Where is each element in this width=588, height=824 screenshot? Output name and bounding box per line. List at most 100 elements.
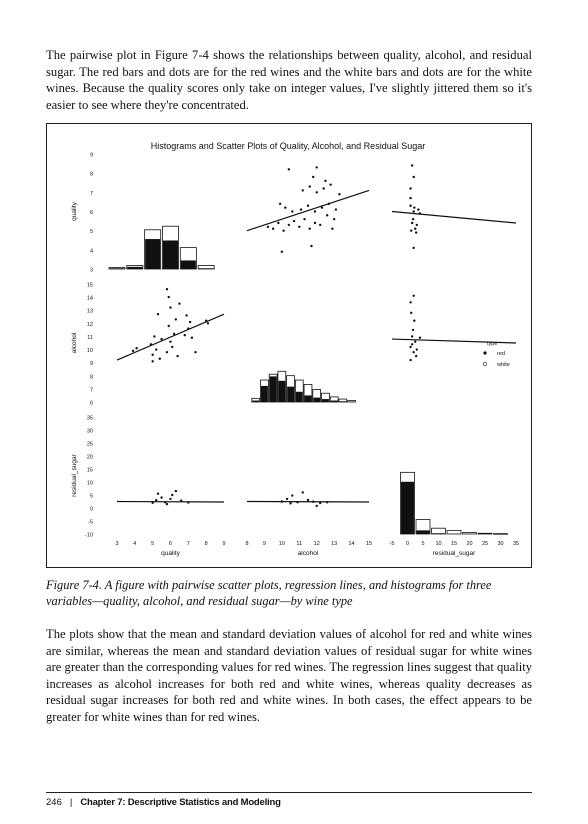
y-tick-label-residual_sugar: 0 xyxy=(90,507,93,513)
scatter-point-quality_vs_residual_sugar xyxy=(169,497,172,501)
scatter-point-alcohol_vs_quality xyxy=(308,185,311,188)
scatter-point-alcohol_vs_quality xyxy=(287,223,291,227)
histogram-bar-red-quality xyxy=(180,260,196,269)
scatter-point-alcohol_vs_residual_sugar xyxy=(285,497,289,501)
footer-rule xyxy=(46,792,532,793)
scatter-point-residual_sugar_vs_alcohol xyxy=(409,345,412,349)
histogram-bar-red-alcohol xyxy=(295,391,303,402)
scatter-point-residual_sugar_vs_alcohol xyxy=(410,343,414,346)
y-tick-label-alcohol: 10 xyxy=(87,348,93,354)
footer-separator: | xyxy=(69,797,73,808)
regression-line-alcohol_vs_residual_sugar xyxy=(246,500,370,503)
scatter-point-residual_sugar_vs_alcohol xyxy=(409,358,412,362)
scatter-point-alcohol_vs_quality xyxy=(266,225,270,229)
x-tick-label-residual_sugar: 20 xyxy=(466,541,472,547)
y-tick-label-residual_sugar: 25 xyxy=(87,442,93,448)
histogram-bar-red-quality xyxy=(109,268,125,269)
histogram-bar-red-alcohol xyxy=(278,380,286,402)
x-axis-label-residual_sugar: residual_sugar xyxy=(433,550,476,557)
histogram-bar-red-alcohol xyxy=(330,400,338,402)
histogram-bar-red-alcohol xyxy=(287,386,294,402)
x-tick-label-residual_sugar: 25 xyxy=(482,541,488,547)
histogram-bar-red-alcohol xyxy=(313,397,321,402)
scatter-point-residual_sugar_vs_quality xyxy=(411,217,415,221)
legend-title: type xyxy=(487,341,497,347)
scatter-point-residual_sugar_vs_quality xyxy=(417,208,420,211)
y-tick-label-quality: 3 xyxy=(90,268,93,274)
scatter-point-residual_sugar_vs_alcohol xyxy=(418,336,422,339)
scatter-point-residual_sugar_vs_quality xyxy=(412,210,415,213)
x-tick-label-quality: 7 xyxy=(187,541,190,547)
histogram-bar-white-residual_sugar xyxy=(493,533,508,535)
scatter-point-residual_sugar_vs_quality xyxy=(409,187,412,190)
scatter-point-alcohol_vs_quality xyxy=(324,179,327,183)
scatter-point-alcohol_vs_quality xyxy=(299,208,303,211)
y-tick-label-alcohol: 6 xyxy=(90,401,93,407)
scatter-point-quality_vs_alcohol xyxy=(206,322,210,325)
histogram-bar-white-residual_sugar xyxy=(477,532,493,535)
y-tick-label-residual_sugar: 30 xyxy=(87,429,93,435)
y-tick-label-alcohol: 9 xyxy=(90,361,93,367)
y-tick-label-residual_sugar: 35 xyxy=(87,416,93,422)
regression-line-alcohol_vs_quality xyxy=(246,189,370,232)
regression-line-residual_sugar_vs_alcohol xyxy=(391,338,517,344)
scatter-point-quality_vs_alcohol xyxy=(165,350,169,354)
x-tick-label-residual_sugar: 5 xyxy=(421,541,424,547)
scatter-point-quality_vs_alcohol xyxy=(194,350,197,354)
x-tick-label-alcohol: 14 xyxy=(349,541,355,547)
scatter-point-alcohol_vs_quality xyxy=(313,210,317,213)
scatter-point-alcohol_vs_residual_sugar xyxy=(301,491,304,494)
y-tick-label-quality: 7 xyxy=(90,191,93,197)
scatter-point-quality_vs_alcohol xyxy=(190,336,194,339)
scatter-point-quality_vs_alcohol xyxy=(183,333,186,337)
histogram-bar-red-quality xyxy=(162,240,179,269)
y-tick-label-alcohol: 7 xyxy=(90,387,93,393)
histogram-bar-red-alcohol xyxy=(269,376,277,402)
scatter-point-residual_sugar_vs_alcohol xyxy=(412,350,415,354)
x-axis-label-quality: quality xyxy=(161,550,181,557)
x-tick-label-alcohol: 13 xyxy=(331,541,337,547)
scatter-point-alcohol_vs_quality xyxy=(338,193,341,196)
page-footer: 246 | Chapter 7: Descriptive Statistics an… xyxy=(46,797,281,808)
histogram-bar-red-alcohol xyxy=(304,395,312,402)
x-tick-label-residual_sugar: 15 xyxy=(451,541,457,547)
scatter-point-quality_vs_alcohol xyxy=(185,314,188,317)
scatter-point-alcohol_vs_residual_sugar xyxy=(306,498,310,502)
scatter-point-residual_sugar_vs_alcohol xyxy=(413,319,416,322)
y-tick-label-residual_sugar: 10 xyxy=(87,481,93,487)
scatter-point-alcohol_vs_quality xyxy=(331,227,334,230)
x-tick-label-residual_sugar: 35 xyxy=(513,541,519,547)
scatter-point-quality_vs_alcohol xyxy=(178,302,181,305)
y-tick-label-residual_sugar: -10 xyxy=(85,533,93,539)
scatter-point-quality_vs_alcohol xyxy=(172,332,176,336)
regression-line-quality_vs_residual_sugar xyxy=(116,500,225,503)
scatter-point-residual_sugar_vs_alcohol xyxy=(415,348,418,351)
y-tick-label-alcohol: 12 xyxy=(87,322,93,328)
histogram-bar-red-quality xyxy=(198,268,214,269)
scatter-point-alcohol_vs_quality xyxy=(277,221,280,225)
scatter-point-quality_vs_alcohol xyxy=(167,295,170,299)
legend-marker-white xyxy=(483,362,487,366)
x-tick-label-quality: 6 xyxy=(169,541,172,547)
y-tick-label-quality: 5 xyxy=(90,229,93,235)
scatter-point-alcohol_vs_quality xyxy=(312,175,315,179)
pairwise-plot-chart: Histograms and Scatter Plots of Quality,… xyxy=(71,141,519,557)
scatter-point-alcohol_vs_quality xyxy=(320,206,324,209)
histogram-bar-red-alcohol xyxy=(322,399,329,402)
y-tick-label-alcohol: 14 xyxy=(87,296,93,302)
scatter-point-residual_sugar_vs_quality xyxy=(409,204,412,207)
scatter-point-residual_sugar_vs_quality xyxy=(412,175,415,179)
scatter-point-quality_vs_alcohol xyxy=(160,337,163,341)
paragraph-intro: The pairwise plot in Figure 7-4 shows th… xyxy=(46,48,532,112)
y-axis-label-residual_sugar: residual_sugar xyxy=(71,453,78,496)
scatter-point-alcohol_vs_residual_sugar xyxy=(291,494,294,497)
y-tick-label-alcohol: 13 xyxy=(87,309,93,315)
scatter-point-quality_vs_alcohol xyxy=(171,345,174,349)
scatter-point-alcohol_vs_quality xyxy=(291,210,294,213)
x-tick-label-quality: 3 xyxy=(115,541,118,547)
figure-caption: Figure 7-4. A figure with pairwise scatt… xyxy=(46,578,492,608)
y-axis-label-quality: quality xyxy=(71,201,78,221)
scatter-point-residual_sugar_vs_alcohol xyxy=(409,301,412,304)
scatter-point-quality_vs_alcohol xyxy=(135,347,138,350)
scatter-point-quality_vs_alcohol xyxy=(176,354,179,358)
